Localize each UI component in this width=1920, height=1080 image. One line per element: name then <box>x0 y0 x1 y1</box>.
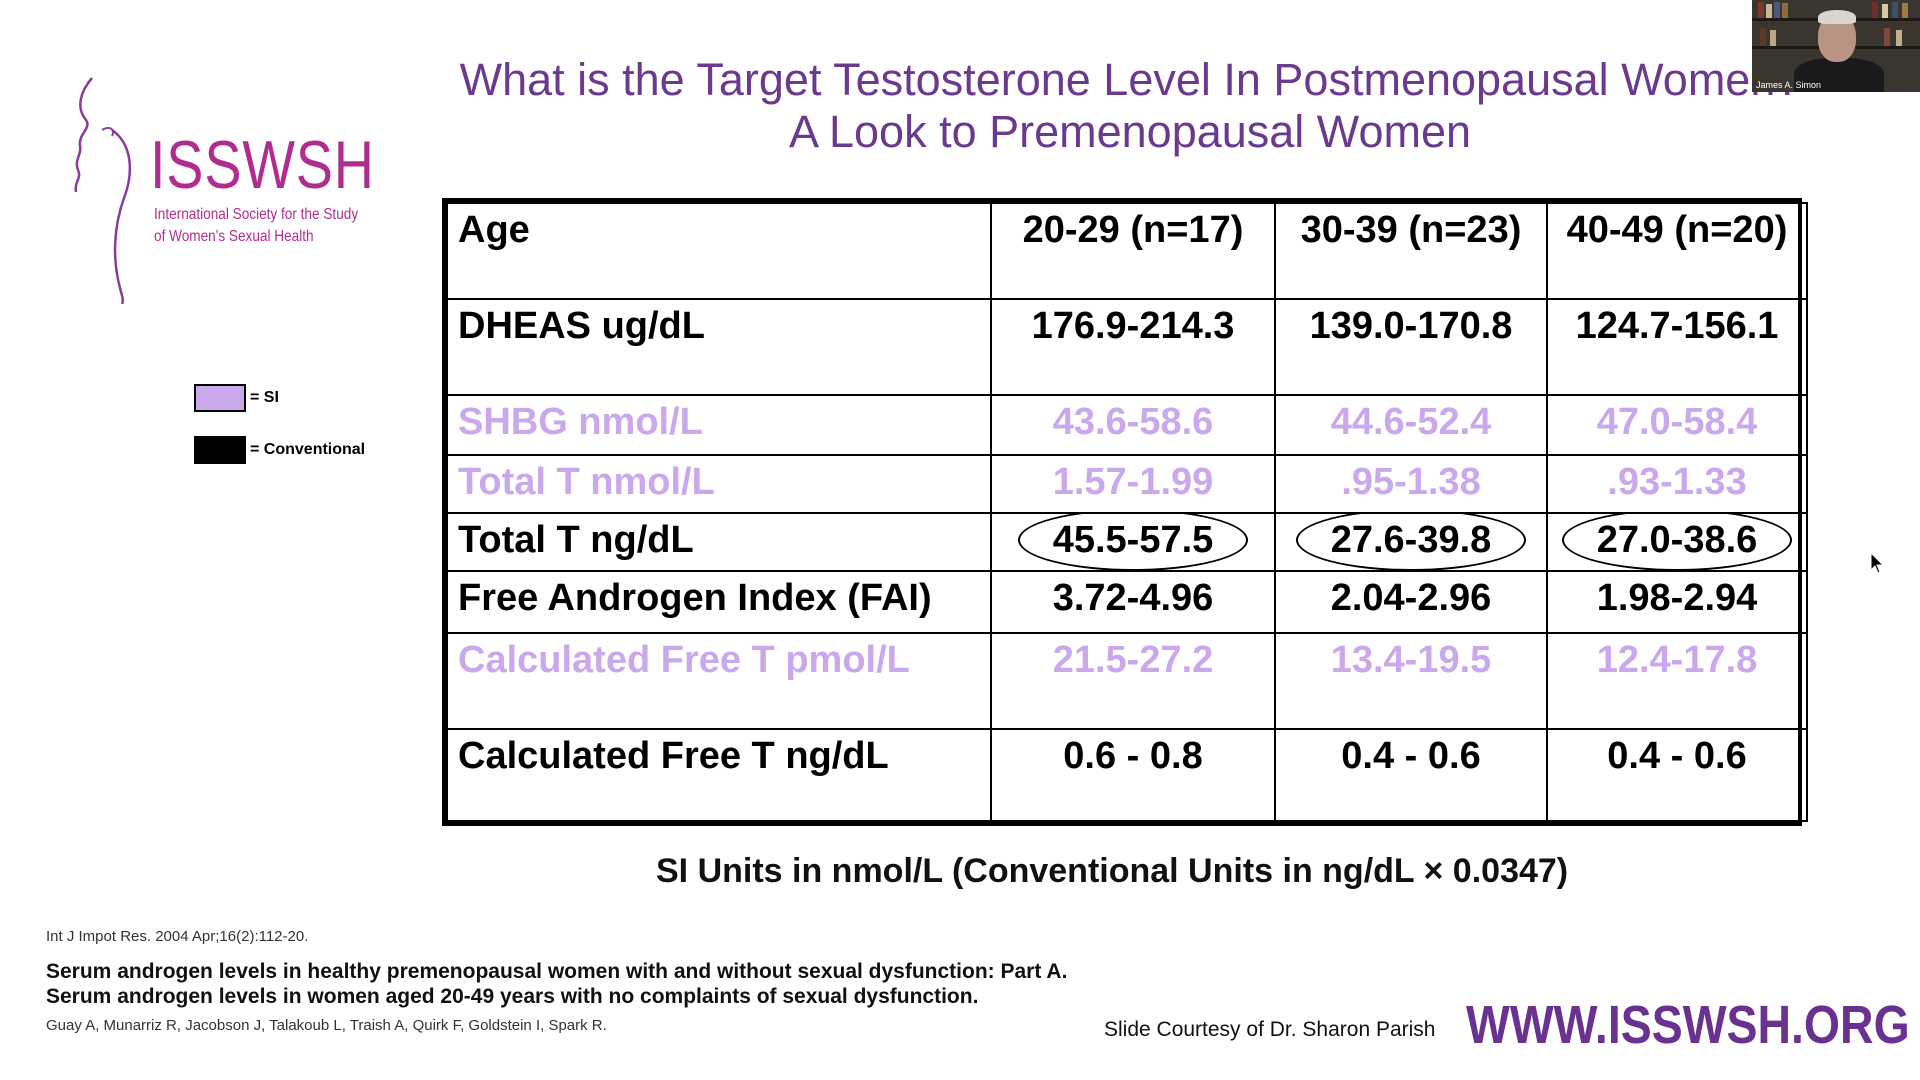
table-cell: 0.4 - 0.6 <box>1274 728 1548 822</box>
participant-name: James A. Simon <box>1756 80 1822 90</box>
table-cell: 44.6-52.4 <box>1274 394 1548 456</box>
table-row-free-t-pmol: Calculated Free T pmol/L 21.5-27.2 13.4-… <box>446 632 1808 730</box>
table-cell: 0.6 - 0.8 <box>990 728 1276 822</box>
table-cell: 2.04-2.96 <box>1274 570 1548 634</box>
row-label: DHEAS ug/dL <box>446 298 992 396</box>
participant-body <box>1794 58 1884 92</box>
table-cell-circled: 27.0-38.6 <box>1546 512 1808 572</box>
table-cell: 12.4-17.8 <box>1546 632 1808 730</box>
female-silhouette-icon <box>74 77 132 304</box>
isswsh-logo: ISSWSH International Society for the Stu… <box>72 74 375 304</box>
logo-subtitle-line-2: of Women's Sexual Health <box>154 228 314 245</box>
table-cell: 1.98-2.94 <box>1546 570 1808 634</box>
table-row-total-t-nmol: Total T nmol/L 1.57-1.99 .95-1.38 .93-1.… <box>446 454 1808 514</box>
table-cell: 0.4 - 0.6 <box>1546 728 1808 822</box>
data-table: Age 20-29 (n=17) 30-39 (n=23) 40-49 (n=2… <box>446 202 1808 822</box>
table-cell: 21.5-27.2 <box>990 632 1276 730</box>
row-label: Free Androgen Index (FAI) <box>446 570 992 634</box>
citation: Int J Impot Res. 2004 Apr;16(2):112-20. … <box>46 928 1106 1034</box>
legend-item-si: = SI <box>194 384 279 412</box>
row-label: Total T nmol/L <box>446 454 992 514</box>
legend-swatch-conventional <box>194 436 246 464</box>
table-row-free-t-ngdl: Calculated Free T ng/dL 0.6 - 0.8 0.4 - … <box>446 728 1808 822</box>
table-row-shbg: SHBG nmol/L 43.6-58.6 44.6-52.4 47.0-58.… <box>446 394 1808 456</box>
table-cell: 3.72-4.96 <box>990 570 1276 634</box>
legend-label-si: = SI <box>250 389 279 406</box>
logo-wordmark: ISSWSH <box>150 127 375 203</box>
table-cell: 43.6-58.6 <box>990 394 1276 456</box>
webcam-thumbnail[interactable]: James A. Simon <box>1752 0 1920 92</box>
table-cell-circled: 27.6-39.8 <box>1274 512 1548 572</box>
header-cell-20-29: 20-29 (n=17) <box>990 202 1276 300</box>
header-cell-30-39: 30-39 (n=23) <box>1274 202 1548 300</box>
table-cell: 1.57-1.99 <box>990 454 1276 514</box>
table-row-total-t-ngdl: Total T ng/dL 45.5-57.5 27.6-39.8 27.0-3… <box>446 512 1808 572</box>
citation-authors: Guay A, Munarriz R, Jacobson J, Talakoub… <box>46 1017 607 1034</box>
table-cell: 139.0-170.8 <box>1274 298 1548 396</box>
circled-value: 45.5-57.5 <box>1052 519 1214 561</box>
row-label: Calculated Free T ng/dL <box>446 728 992 822</box>
website-url: WWW.ISSWSH.ORG <box>1466 995 1910 1055</box>
mouse-cursor-icon <box>1870 551 1886 581</box>
table-cell: 13.4-19.5 <box>1274 632 1548 730</box>
si-conversion-note: SI Units in nmol/L (Conventional Units i… <box>656 852 1569 890</box>
table-cell: 176.9-214.3 <box>990 298 1276 396</box>
slide-title-line-1: What is the Target Testosterone Level In… <box>459 54 1801 105</box>
table-cell: .95-1.38 <box>1274 454 1548 514</box>
legend-swatch-si <box>194 384 246 412</box>
table-row-fai: Free Androgen Index (FAI) 3.72-4.96 2.04… <box>446 570 1808 634</box>
table-row-dheas: DHEAS ug/dL 176.9-214.3 139.0-170.8 124.… <box>446 298 1808 396</box>
row-label: Total T ng/dL <box>446 512 992 572</box>
circled-value: 27.6-39.8 <box>1330 519 1492 561</box>
circled-value: 27.0-38.6 <box>1596 519 1758 561</box>
row-label: SHBG nmol/L <box>446 394 992 456</box>
header-cell-age: Age <box>446 202 992 300</box>
row-label: Calculated Free T pmol/L <box>446 632 992 730</box>
table-cell: .93-1.33 <box>1546 454 1808 514</box>
table-cell: 47.0-58.4 <box>1546 394 1808 456</box>
header-cell-40-49: 40-49 (n=20) <box>1546 202 1808 300</box>
slide-courtesy: Slide Courtesy of Dr. Sharon Parish <box>1104 1018 1436 1041</box>
testosterone-table: Age 20-29 (n=17) 30-39 (n=23) 40-49 (n=2… <box>442 198 1808 826</box>
logo-subtitle: International Society for the Study of W… <box>154 204 358 248</box>
legend-label-conventional: = Conventional <box>250 441 366 458</box>
table-cell-circled: 45.5-57.5 <box>990 512 1276 572</box>
slide-title: What is the Target Testosterone Level In… <box>420 54 1840 158</box>
citation-journal: Int J Impot Res. 2004 Apr;16(2):112-20. <box>46 928 309 945</box>
table-header-row: Age 20-29 (n=17) 30-39 (n=23) 40-49 (n=2… <box>446 202 1808 300</box>
logo-subtitle-line-1: International Society for the Study <box>154 206 359 223</box>
table-cell: 124.7-156.1 <box>1546 298 1808 396</box>
slide-title-line-2: A Look to Premenopausal Women <box>788 106 1472 157</box>
citation-title: Serum androgen levels in healthy premeno… <box>46 960 1068 1008</box>
legend-item-conventional: = Conventional <box>194 436 365 464</box>
